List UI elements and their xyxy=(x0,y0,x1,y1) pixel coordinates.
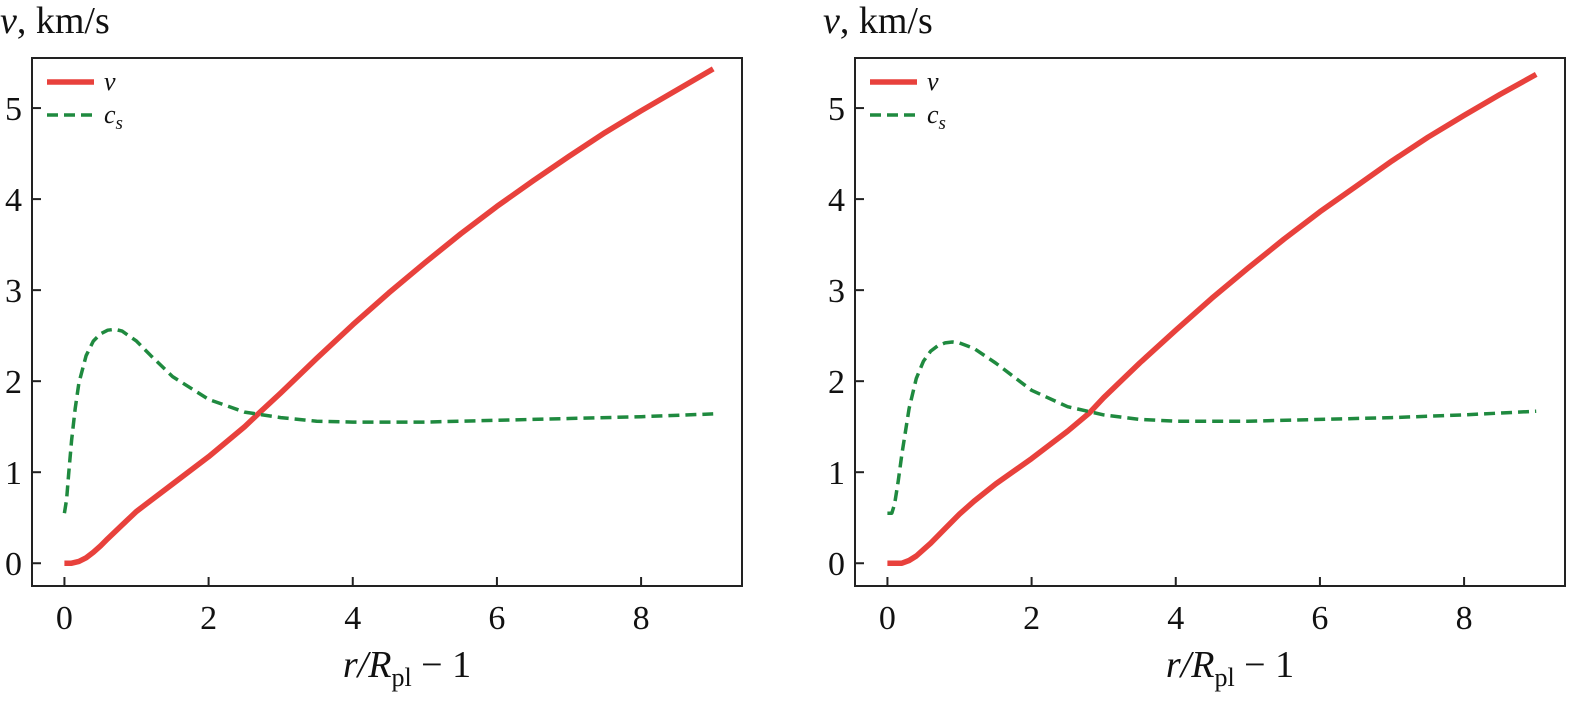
axes-frame xyxy=(31,57,743,587)
legend-label-cs: cs xyxy=(927,100,946,134)
x-tick-label: 0 xyxy=(879,600,896,637)
legend: v cs xyxy=(47,67,123,134)
chart-panel-2: 0 2 4 6 8 0 1 2 3 4 5 v, km/s r/Rpl − 1 v cs xyxy=(823,0,1566,692)
series-line-v xyxy=(887,71,1538,566)
legend-label-v: v xyxy=(927,67,939,96)
y-tick-label: 4 xyxy=(828,182,845,219)
y-tick-label: 3 xyxy=(828,273,845,310)
legend-label-v: v xyxy=(104,67,116,96)
y-axis-label: v, km/s xyxy=(823,0,933,42)
x-tick-label: 6 xyxy=(1311,600,1328,637)
legend-label-cs: cs xyxy=(104,100,123,134)
series-line-v xyxy=(64,66,715,566)
y-tick-label: 2 xyxy=(828,364,845,401)
y-tick-label: 1 xyxy=(828,455,845,492)
y-axis-label: v, km/s xyxy=(0,0,110,42)
y-tick-label: 4 xyxy=(5,182,22,219)
x-axis-label: r/Rpl − 1 xyxy=(343,644,471,692)
x-tick-label: 8 xyxy=(1456,600,1473,637)
y-tick-label: 1 xyxy=(5,455,22,492)
legend: v cs xyxy=(870,67,946,134)
x-tick-label: 4 xyxy=(1167,600,1184,637)
series-line-cs xyxy=(62,327,714,514)
axes-frame xyxy=(854,57,1566,587)
y-tick-label: 5 xyxy=(828,91,845,128)
series-line-cs xyxy=(887,340,1537,515)
x-tick-label: 8 xyxy=(633,600,650,637)
x-tick-label: 0 xyxy=(56,600,73,637)
y-tick-label: 3 xyxy=(5,273,22,310)
x-axis-label: r/Rpl − 1 xyxy=(1166,644,1294,692)
x-tick-label: 2 xyxy=(1023,600,1040,637)
x-tick-label: 4 xyxy=(344,600,361,637)
y-tick-label: 5 xyxy=(5,91,22,128)
y-tick-label: 0 xyxy=(5,546,22,583)
chart-panel-1: 0 2 4 6 8 0 1 2 3 4 5 v, km/s r/Rpl − 1 v cs xyxy=(0,0,743,692)
y-tick-label: 0 xyxy=(828,546,845,583)
x-tick-label: 6 xyxy=(488,600,505,637)
x-tick-label: 2 xyxy=(200,600,217,637)
y-tick-label: 2 xyxy=(5,364,22,401)
